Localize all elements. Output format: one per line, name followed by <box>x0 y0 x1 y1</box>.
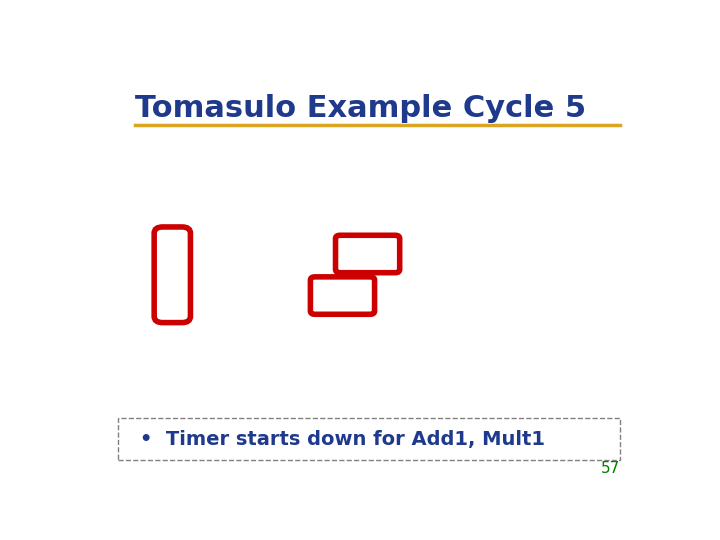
FancyBboxPatch shape <box>310 277 374 314</box>
Text: Tomasulo Example Cycle 5: Tomasulo Example Cycle 5 <box>135 94 586 123</box>
FancyBboxPatch shape <box>336 235 400 273</box>
Text: 57: 57 <box>601 462 620 476</box>
FancyBboxPatch shape <box>118 418 620 460</box>
Text: •  Timer starts down for Add1, Mult1: • Timer starts down for Add1, Mult1 <box>140 429 545 449</box>
FancyBboxPatch shape <box>154 227 190 322</box>
